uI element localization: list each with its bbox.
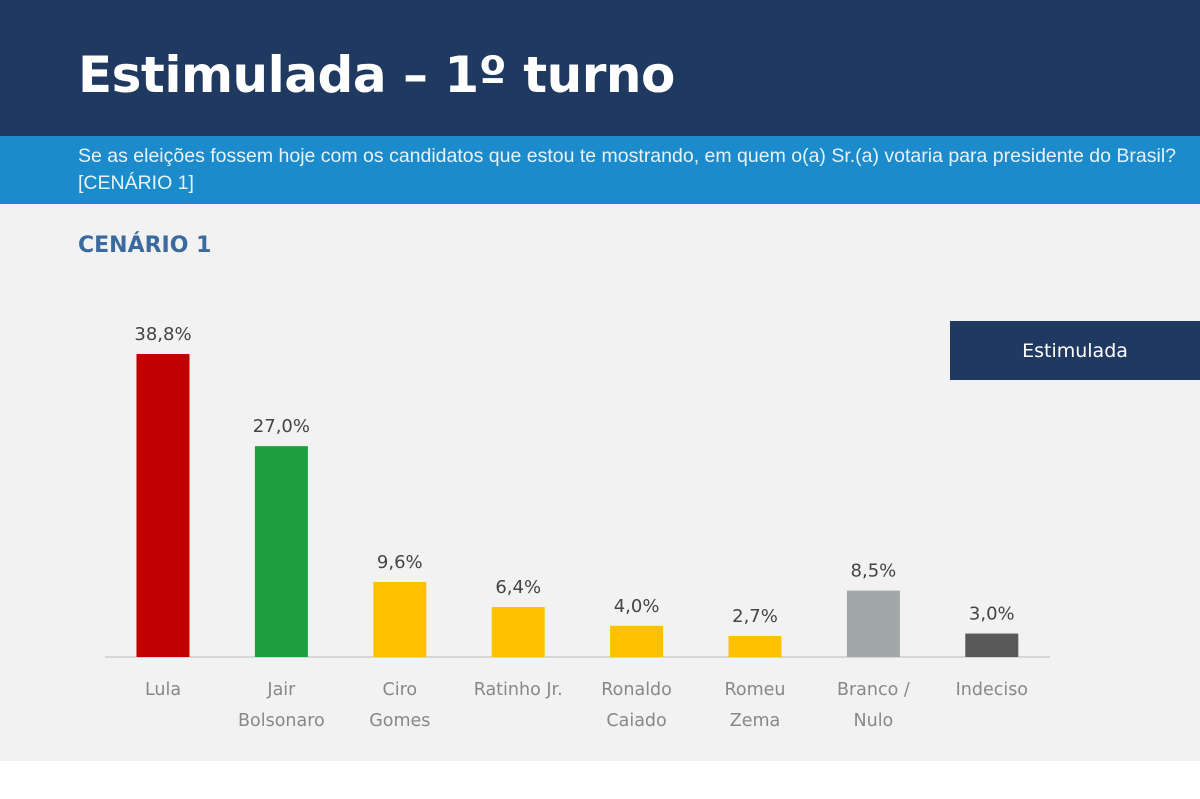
category-label: Bolsonaro (238, 711, 325, 731)
data-label: 9,6% (377, 552, 423, 573)
data-label: 27,0% (253, 416, 310, 437)
category-label: Branco / (837, 680, 910, 700)
category-label: Jair (266, 680, 296, 700)
legend-entry: Estimulada (950, 321, 1200, 380)
question-text: Se as eleições fossem hoje com os candid… (78, 145, 1176, 194)
category-label: Gomes (369, 711, 430, 731)
bar (610, 625, 664, 657)
category-label: Caiado (606, 711, 666, 731)
bar (846, 590, 900, 657)
page-title: Estimulada – 1º turno (78, 46, 675, 104)
scenario-label: CENÁRIO 1 (78, 233, 212, 258)
chart-panel (0, 204, 1200, 761)
category-label: Ratinho Jr. (474, 680, 563, 700)
header: Estimulada – 1º turno (0, 0, 1200, 136)
data-label: 2,7% (732, 606, 778, 627)
data-label: 38,8% (134, 324, 191, 345)
question-band: Se as eleições fossem hoje com os candid… (0, 136, 1200, 204)
bar (491, 607, 545, 657)
bar (728, 635, 782, 657)
bar (965, 633, 1019, 657)
category-label: Romeu (725, 680, 786, 700)
data-label: 6,4% (495, 577, 541, 598)
category-label: Nulo (854, 711, 894, 731)
data-label: 3,0% (969, 604, 1015, 625)
category-label: Ronaldo (601, 680, 672, 700)
category-label: Ciro (382, 680, 417, 700)
category-label: Zema (730, 711, 781, 731)
data-label: 4,0% (614, 596, 660, 617)
bar (136, 354, 190, 657)
bar (254, 446, 308, 657)
data-label: 8,5% (851, 561, 897, 582)
bar (373, 582, 427, 657)
category-label: Indeciso (956, 680, 1028, 700)
category-label: Lula (145, 680, 181, 700)
